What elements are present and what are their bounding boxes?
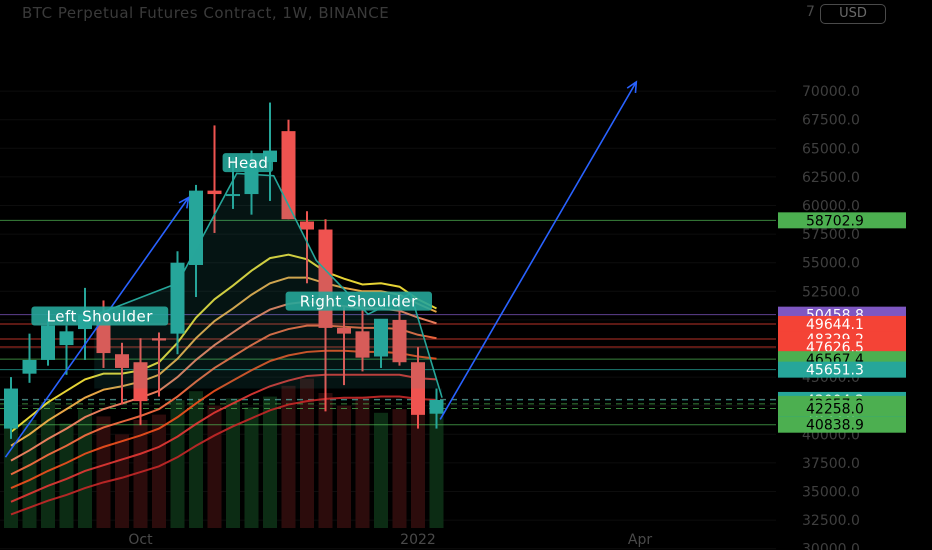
volume-bar [189, 391, 203, 528]
head-and-shoulders-drawing: Left Shoulder Head Right Shoulder [4, 80, 638, 458]
pattern-label-text: Right Shoulder [300, 293, 418, 311]
price-tick-label: 70000.0 [802, 84, 860, 100]
candle-body [207, 190, 222, 195]
price-tag [778, 315, 906, 332]
price-tag [778, 400, 906, 417]
volume-bar [115, 434, 129, 528]
pattern-label-box [222, 153, 273, 173]
volume-bar [152, 414, 166, 528]
candle-body [4, 388, 18, 429]
price-tick-label: 62500.0 [802, 170, 860, 186]
volume-bar [300, 378, 314, 528]
price-tick-label: 37500.0 [802, 456, 860, 472]
top-price-tick: 7 [806, 4, 815, 20]
candle-body [355, 331, 370, 358]
price-tick-label: 57500.0 [802, 227, 860, 243]
volume-bar [207, 405, 222, 528]
volume-bar [411, 402, 425, 528]
price-tag-label: 40838.9 [806, 418, 864, 434]
volume-bar [263, 396, 277, 528]
candle-body [392, 319, 407, 363]
candle-body [337, 327, 351, 334]
pattern-label-box [285, 291, 432, 311]
price-tick-label: 65000.0 [802, 141, 860, 157]
price-tag [778, 361, 906, 378]
pattern-label-text: Head [227, 154, 268, 172]
volume-bar [281, 385, 296, 528]
candle-body [374, 318, 388, 357]
price-tag [778, 416, 906, 433]
price-tag-label: 42258.0 [806, 401, 864, 417]
candle-body [41, 325, 55, 360]
candle-body [133, 362, 148, 402]
price-tag-label: 49644.1 [806, 317, 864, 333]
volume-bar [244, 407, 259, 528]
price-tick-label: 60000.0 [802, 199, 860, 215]
volume-bar [59, 423, 74, 528]
time-tick-label: 2022 [400, 532, 436, 548]
volume-bar [96, 416, 111, 528]
volume-bars [4, 378, 444, 528]
candle-body [59, 331, 74, 346]
price-tick-label: 52500.0 [802, 284, 860, 300]
time-axis: Oct 2022 Apr [128, 532, 652, 548]
volume-bar [392, 409, 407, 528]
price-tag-label: 45651.3 [806, 363, 864, 379]
time-tick-label: Apr [628, 532, 652, 548]
volume-bar [41, 402, 55, 528]
price-tags: 58702.950458.849644.148329.247626.546567… [778, 212, 906, 434]
moving-average-line [10, 373, 437, 503]
candle-body [300, 221, 314, 230]
volume-bar [318, 393, 333, 528]
candle-body [152, 338, 166, 341]
candlesticks [4, 102, 444, 439]
moving-average-line [10, 324, 437, 476]
projection-arrow-head [178, 195, 190, 209]
candle-body [429, 399, 444, 414]
volume-bar [226, 398, 240, 528]
volume-bar [133, 420, 148, 528]
price-tick-label: 30000.0 [802, 542, 860, 550]
volume-bar [78, 409, 92, 528]
currency-button[interactable]: USD [820, 4, 886, 24]
pattern-fill [94, 173, 443, 398]
price-tick-label: 67500.0 [802, 113, 860, 129]
volume-bar [429, 407, 444, 528]
candle-body [189, 190, 203, 265]
candle-body [115, 354, 129, 368]
price-tag [778, 212, 906, 229]
volume-bar [337, 405, 351, 528]
price-tag [778, 339, 906, 356]
price-tick-label: 55000.0 [802, 256, 860, 272]
moving-average-line [10, 276, 437, 447]
time-tick-label: Oct [128, 532, 153, 548]
candle-body [22, 359, 37, 374]
moving-average-line [10, 395, 437, 516]
candle-body [226, 194, 240, 197]
price-tick-label: 35000.0 [802, 485, 860, 501]
pattern-label-text: Left Shoulder [47, 307, 154, 325]
projection-arrow-line [439, 81, 637, 420]
volume-bar [170, 400, 185, 528]
volume-bar [355, 396, 370, 528]
price-tick-label: 32500.0 [802, 513, 860, 529]
pattern-label-box [31, 306, 169, 326]
candle-body [411, 362, 425, 415]
price-tag-label: 58702.9 [806, 213, 864, 229]
moving-average-line [10, 253, 437, 433]
projection-arrow-head [626, 80, 638, 93]
projection-arrow-line [4, 197, 190, 458]
volume-bar [374, 412, 388, 528]
candle-body [170, 262, 185, 334]
chart-title: BTC Perpetual Futures Contract, 1W, BINA… [22, 4, 390, 22]
